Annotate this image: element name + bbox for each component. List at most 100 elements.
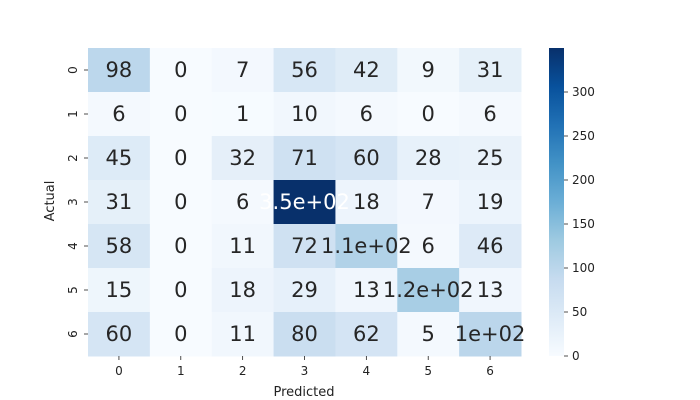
cell-label-r2-c5: 28 <box>415 146 442 170</box>
y-tick-label-1: 1 <box>66 110 80 118</box>
cell-label-r5-c2: 18 <box>229 278 256 302</box>
heatmap-cells <box>88 48 522 357</box>
y-tick-label-2: 2 <box>66 154 80 162</box>
heatmap-cell-r0-c1 <box>149 48 213 93</box>
x-tick-label-5: 5 <box>424 364 432 378</box>
cell-label-r3-c2: 6 <box>236 190 249 214</box>
cell-label-r1-c0: 6 <box>112 102 125 126</box>
y-tick-label-3: 3 <box>66 198 80 206</box>
heatmap-cell-r5-c4 <box>335 268 398 313</box>
heatmap-cell-r6-c4 <box>335 312 398 357</box>
heatmap-cell-r3-c1 <box>149 180 213 225</box>
cell-label-r3-c3: 3.5e+02 <box>259 190 350 214</box>
heatmap-cell-r2-c0 <box>88 136 151 181</box>
heatmap-cell-r3-c4 <box>335 180 398 225</box>
heatmap-cell-r0-c6 <box>459 48 522 93</box>
cell-label-r2-c3: 71 <box>291 146 318 170</box>
cell-label-r1-c4: 6 <box>360 102 373 126</box>
heatmap-cell-r0-c5 <box>397 48 460 93</box>
cell-label-r1-c3: 10 <box>291 102 318 126</box>
heatmap-cell-r4-c2 <box>211 224 275 269</box>
y-tick-label-6: 6 <box>66 330 80 338</box>
cell-label-r1-c6: 6 <box>483 102 496 126</box>
cell-label-r2-c1: 0 <box>174 146 187 170</box>
cell-label-r5-c5: 1.2e+02 <box>383 278 474 302</box>
heatmap-cell-r2-c6 <box>459 136 522 181</box>
heatmap-cell-r6-c3 <box>273 312 336 357</box>
cell-label-r5-c6: 13 <box>477 278 504 302</box>
x-tick-label-1: 1 <box>177 364 185 378</box>
cell-label-r0-c4: 42 <box>353 58 380 82</box>
heatmap-cell-r2-c3 <box>273 136 336 181</box>
heatmap-cell-r6-c2 <box>211 312 275 357</box>
x-axis-label: Predicted <box>273 385 334 400</box>
cell-label-r6-c3: 80 <box>291 322 318 346</box>
colorbar-tick-label-50: 50 <box>572 305 587 319</box>
cell-label-r6-c2: 11 <box>229 322 256 346</box>
heatmap-cell-r6-c5 <box>397 312 460 357</box>
cell-label-r0-c5: 9 <box>422 58 435 82</box>
heatmap-cell-r6-c0 <box>88 312 151 357</box>
heatmap-cell-r5-c1 <box>149 268 213 313</box>
cell-label-r6-c5: 5 <box>422 322 435 346</box>
heatmap-cell-r5-c5 <box>397 268 460 313</box>
heatmap-cell-r5-c2 <box>211 268 275 313</box>
cell-label-r4-c3: 72 <box>291 234 318 258</box>
heatmap-cell-r6-c1 <box>149 312 213 357</box>
heatmap-cell-r1-c4 <box>335 92 398 137</box>
heatmap-cell-r4-c0 <box>88 224 151 269</box>
cell-label-r6-c1: 0 <box>174 322 187 346</box>
heatmap-cell-r5-c6 <box>459 268 522 313</box>
heatmap-cell-r1-c5 <box>397 92 460 137</box>
heatmap-cell-r4-c3 <box>273 224 336 269</box>
cell-label-r0-c6: 31 <box>477 58 504 82</box>
x-tick-label-3: 3 <box>301 364 309 378</box>
cell-label-r3-c1: 0 <box>174 190 187 214</box>
x-tick-label-4: 4 <box>363 364 371 378</box>
x-tick-label-6: 6 <box>486 364 494 378</box>
colorbar-tick-label-300: 300 <box>572 85 595 99</box>
heatmap-cell-r2-c5 <box>397 136 460 181</box>
cell-label-r4-c2: 11 <box>229 234 256 258</box>
x-tick-label-0: 0 <box>115 364 123 378</box>
heatmap-cell-r3-c0 <box>88 180 151 225</box>
cell-label-r5-c1: 0 <box>174 278 187 302</box>
heatmap-cell-r2-c1 <box>149 136 213 181</box>
heatmap-cell-r1-c3 <box>273 92 336 137</box>
cell-label-r5-c0: 15 <box>106 278 133 302</box>
heatmap-cell-r6-c6 <box>459 312 522 357</box>
cell-label-r0-c3: 56 <box>291 58 318 82</box>
heatmap-cell-r2-c2 <box>211 136 275 181</box>
cell-label-r4-c0: 58 <box>106 234 133 258</box>
heatmap-cell-r1-c6 <box>459 92 522 137</box>
cell-label-r6-c4: 62 <box>353 322 380 346</box>
heatmap-cell-r3-c5 <box>397 180 460 225</box>
cell-label-r1-c5: 0 <box>422 102 435 126</box>
cell-label-r2-c0: 45 <box>106 146 133 170</box>
cell-label-r5-c3: 29 <box>291 278 318 302</box>
colorbar: 0 50 100 150 200 250 300 <box>549 48 595 363</box>
cell-label-r2-c4: 60 <box>353 146 380 170</box>
cell-label-r4-c6: 46 <box>477 234 504 258</box>
heatmap-cell-r3-c6 <box>459 180 522 225</box>
heatmap-cell-r3-c3 <box>273 180 336 225</box>
cell-label-r4-c4: 1.1e+02 <box>321 234 412 258</box>
cell-label-r3-c6: 19 <box>477 190 504 214</box>
cell-label-r5-c4: 13 <box>353 278 380 302</box>
colorbar-tick-label-150: 150 <box>572 217 595 231</box>
heatmap-cell-r0-c3 <box>273 48 336 93</box>
heatmap-cell-r0-c4 <box>335 48 398 93</box>
heatmap-cell-r0-c2 <box>211 48 275 93</box>
heatmap-cell-r0-c0 <box>88 48 151 93</box>
colorbar-tick-label-100: 100 <box>572 261 595 275</box>
y-tick-label-5: 5 <box>66 286 80 294</box>
cell-label-r3-c0: 31 <box>106 190 133 214</box>
cell-label-r2-c2: 32 <box>229 146 256 170</box>
heatmap-cell-r5-c3 <box>273 268 336 313</box>
heatmap-cell-r4-c4 <box>335 224 398 269</box>
cell-label-r0-c0: 98 <box>106 58 133 82</box>
heatmap-cell-r4-c1 <box>149 224 213 269</box>
